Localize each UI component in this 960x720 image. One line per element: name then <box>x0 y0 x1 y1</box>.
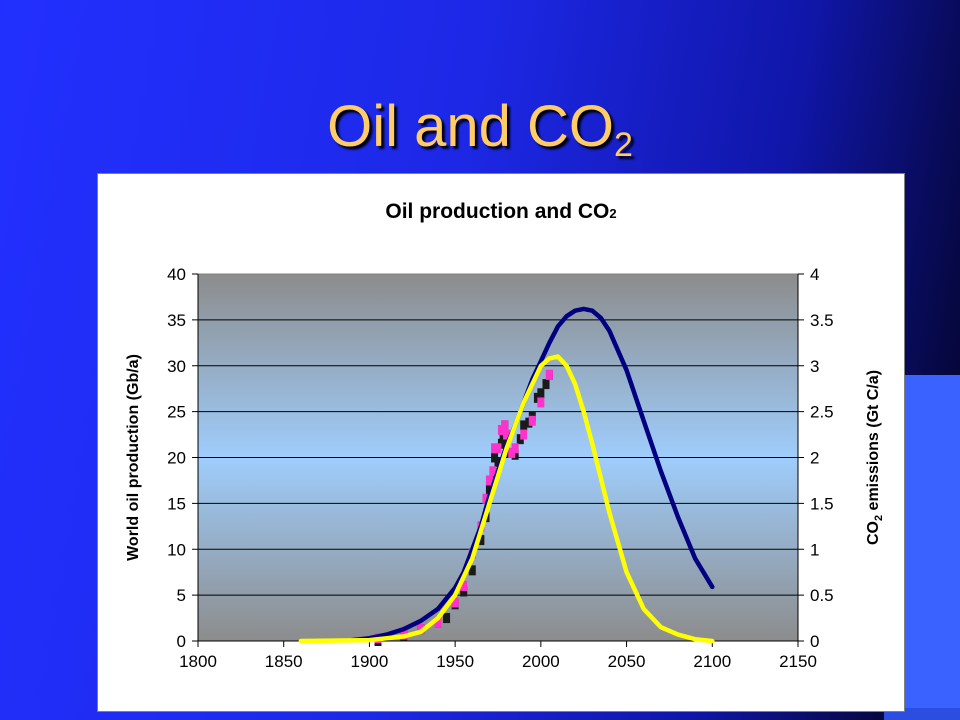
decorative-block <box>905 375 960 720</box>
co2-observed-point <box>451 597 459 608</box>
y2-tick-label: 3.5 <box>810 311 834 330</box>
y2-tick-label: 0 <box>810 632 819 651</box>
slide-title: Oil and CO2 <box>0 92 960 180</box>
chart-panel: Oil production and CO2 0 5 10 15 20 25 30 35 40 0… <box>97 173 905 712</box>
y2-tick-label: 2.5 <box>810 403 834 422</box>
co2-observed-point <box>494 443 502 454</box>
co2-emissions-fit-line <box>298 354 715 644</box>
slide-title-main: Oil and CO <box>327 94 614 159</box>
oil-observed-point <box>494 457 502 468</box>
y-tick-label: 25 <box>167 403 186 422</box>
y-tick-label: 20 <box>167 449 186 468</box>
co2-observed-point <box>501 420 509 431</box>
y-tick-label: 0 <box>177 632 186 651</box>
x-tick-label: 2050 <box>608 652 646 671</box>
co2-observed-point <box>537 397 545 408</box>
slide-title-subscript: 2 <box>613 126 633 164</box>
y-tick-label: 40 <box>167 265 186 284</box>
y-tick-label: 15 <box>167 494 186 513</box>
y-tick-label: 30 <box>167 357 186 376</box>
y2-tick-label: 3 <box>810 357 819 376</box>
y2-axis-label-pre: CO <box>865 521 882 545</box>
y2-axis-label-subscript: 2 <box>873 515 885 521</box>
x-tick-label: 2000 <box>522 652 560 671</box>
co2-observed-point <box>520 429 528 440</box>
x-tick-label: 1800 <box>179 652 217 671</box>
co2-observed-point <box>489 466 497 477</box>
x-tick-label: 2150 <box>779 652 817 671</box>
oil-observed-point <box>520 420 528 431</box>
co2-observed-point <box>460 580 468 591</box>
co2-observed-point <box>485 475 493 486</box>
y-tick-label: 5 <box>177 586 186 605</box>
y2-axis-label: CO2 emissions (Gt C/a) <box>865 370 885 545</box>
y2-tick-label: 1 <box>810 540 819 559</box>
chart-title-text: Oil production and CO <box>385 200 609 223</box>
chart-title-subscript: 2 <box>609 206 616 221</box>
x-tick-label: 2100 <box>693 652 731 671</box>
oil-observed-point <box>542 379 550 390</box>
co2-observed-point <box>482 493 490 504</box>
y2-tick-label: 4 <box>810 265 819 284</box>
x-tick-label: 1950 <box>436 652 474 671</box>
y2-tick-label: 0.5 <box>810 586 834 605</box>
oil-observed-point <box>477 535 485 546</box>
y2-tick-label: 1.5 <box>810 494 834 513</box>
y-axis-label: World oil production (Gb/a) <box>125 354 142 561</box>
y-tick-label: 10 <box>167 540 186 559</box>
y-tick-label: 35 <box>167 311 186 330</box>
oil-observed-point <box>443 613 451 624</box>
oil-observed-point <box>537 388 545 399</box>
co2-observed-point <box>511 443 519 454</box>
co2-observed-point <box>434 617 442 628</box>
x-tick-label: 1850 <box>265 652 303 671</box>
y2-axis-label-post: emissions (Gt C/a) <box>865 370 882 515</box>
x-tick-label: 1900 <box>351 652 389 671</box>
co2-observed-point <box>545 369 553 380</box>
oil-observed-point <box>468 565 476 576</box>
oil-observed-point <box>460 586 468 597</box>
co2-observed-point <box>528 415 536 426</box>
co2-observed-point <box>503 429 511 440</box>
chart-title: Oil production and CO2 <box>385 200 616 223</box>
oil-co2-chart: Oil production and CO2 05101520253035400… <box>125 200 885 671</box>
y2-tick-label: 2 <box>810 449 819 468</box>
